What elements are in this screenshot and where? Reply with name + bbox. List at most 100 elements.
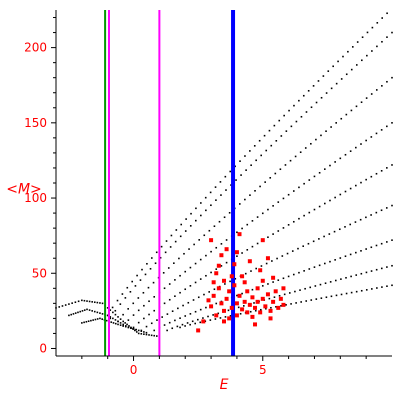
black-dot	[270, 306, 272, 309]
black-dot	[332, 65, 334, 68]
black-dot	[300, 301, 302, 303]
black-dot	[334, 161, 336, 163]
black-dot	[273, 124, 276, 127]
black-dot	[365, 271, 368, 274]
black-dot	[268, 297, 271, 300]
black-dot	[202, 317, 204, 319]
black-dot	[96, 301, 99, 304]
black-dot	[139, 279, 142, 281]
black-dot	[210, 204, 212, 207]
red-square	[232, 262, 237, 267]
black-dot	[208, 229, 211, 232]
black-dot	[70, 313, 72, 316]
black-dot	[179, 291, 181, 294]
black-dot	[239, 160, 241, 162]
black-dot	[386, 80, 388, 83]
black-dot	[344, 153, 347, 156]
black-dot	[283, 114, 285, 117]
red-square	[245, 289, 250, 294]
black-dot	[128, 325, 130, 327]
black-dot	[334, 196, 336, 199]
black-dot	[375, 172, 378, 175]
black-dot	[117, 323, 119, 326]
black-dot	[163, 302, 166, 305]
black-dot	[143, 333, 145, 335]
black-dot	[391, 284, 393, 287]
black-dot	[142, 291, 145, 294]
black-dot	[114, 309, 117, 312]
black-dot	[105, 319, 108, 322]
black-dot	[376, 22, 379, 24]
x-tick-label: 5	[259, 363, 267, 377]
red-square	[219, 301, 224, 306]
red-square	[227, 316, 232, 321]
black-dot	[165, 240, 168, 242]
black-dot	[184, 325, 186, 327]
black-dot	[349, 223, 352, 226]
red-square	[271, 299, 276, 304]
black-dot	[288, 292, 291, 294]
red-square	[211, 280, 216, 285]
black-dot	[189, 266, 192, 269]
black-dot	[386, 125, 388, 128]
black-dot	[117, 320, 119, 323]
black-dot	[290, 125, 293, 128]
black-dot	[241, 252, 243, 254]
black-dot	[303, 214, 305, 217]
black-dot	[81, 299, 83, 302]
black-dot	[370, 93, 373, 95]
black-dot	[134, 329, 136, 332]
black-dot	[375, 89, 378, 91]
red-square	[253, 322, 258, 327]
black-dot	[179, 274, 181, 277]
black-dot	[148, 313, 150, 316]
black-dot	[167, 267, 170, 269]
black-dot	[204, 196, 207, 199]
black-dot	[312, 240, 315, 243]
black-dot	[199, 308, 202, 311]
black-dot	[265, 149, 268, 152]
x-axis-label: E	[220, 377, 229, 393]
black-dot	[156, 319, 158, 321]
black-dot	[249, 194, 251, 196]
black-dot	[114, 319, 117, 321]
black-dot	[210, 271, 212, 274]
black-dot	[391, 76, 393, 79]
black-dot	[96, 318, 99, 320]
black-dot	[189, 285, 192, 287]
black-dot	[225, 261, 228, 264]
black-dot	[256, 216, 259, 218]
black-dot	[212, 314, 214, 316]
black-dot	[126, 286, 129, 289]
y-tick-label: 50	[32, 266, 47, 280]
black-dot	[86, 308, 88, 311]
black-dot	[308, 179, 311, 181]
black-dot	[323, 235, 325, 238]
black-dot	[380, 242, 383, 245]
black-dot	[354, 221, 357, 223]
black-dot	[179, 326, 181, 329]
black-dot	[207, 315, 209, 318]
black-dot	[249, 150, 251, 152]
black-dot	[169, 246, 172, 248]
black-dot	[124, 297, 127, 299]
black-dot	[244, 198, 246, 201]
red-square	[201, 319, 206, 324]
black-dot	[124, 322, 126, 324]
black-dot	[289, 159, 292, 162]
red-square	[237, 293, 242, 298]
black-dot	[114, 322, 117, 325]
black-dot	[143, 304, 145, 307]
black-dot	[297, 247, 299, 250]
black-dot	[386, 12, 388, 15]
black-dot	[99, 312, 101, 314]
black-dot	[215, 246, 218, 249]
black-dot	[171, 327, 174, 330]
black-dot	[132, 302, 135, 305]
black-dot	[256, 242, 259, 245]
black-dot	[235, 179, 237, 181]
black-dot	[195, 219, 197, 222]
black-dot	[147, 286, 150, 289]
black-dot	[145, 333, 148, 336]
black-dot	[119, 318, 122, 320]
